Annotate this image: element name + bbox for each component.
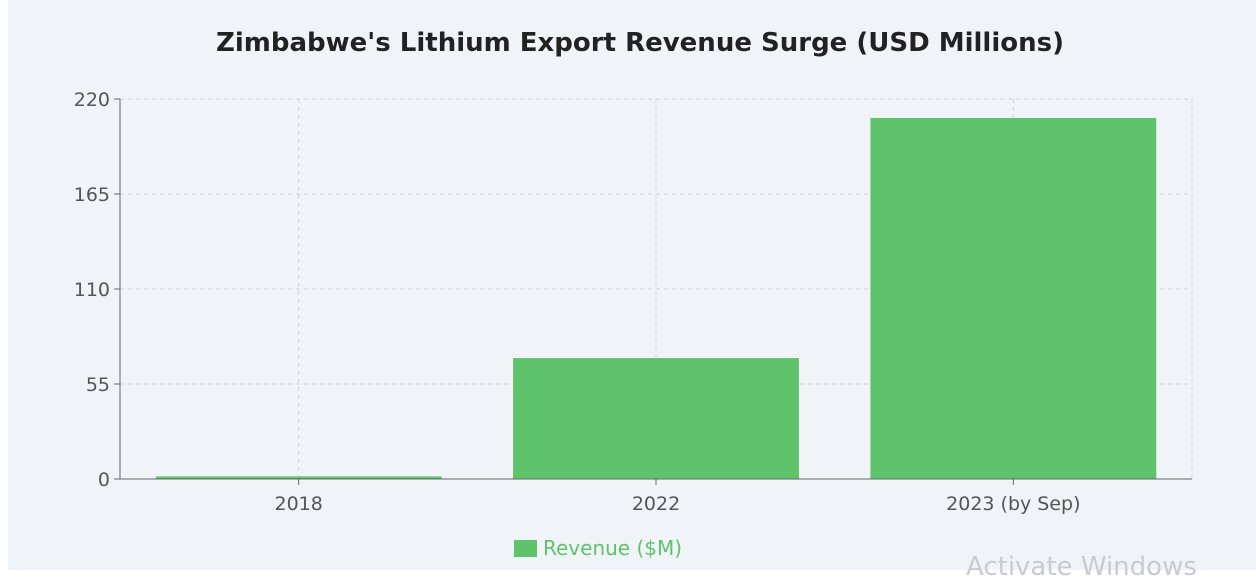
bar-2022[interactable]	[513, 358, 799, 479]
y-tick-label: 0	[98, 469, 110, 491]
activate-windows-watermark: Activate Windows	[966, 552, 1197, 582]
y-tick-label: 55	[86, 374, 110, 396]
x-tick-label: 2018	[274, 493, 322, 515]
legend[interactable]: Revenue ($M)	[514, 536, 682, 560]
chart-plot: 0 55 110 165 220 2018 2022 2023 (by Sep)	[74, 89, 1193, 515]
chart-title: Zimbabwe's Lithium Export Revenue Surge …	[216, 28, 1064, 58]
legend-swatch	[514, 539, 537, 557]
y-tick-label: 220	[74, 89, 110, 111]
x-tick-label: 2023 (by Sep)	[946, 493, 1080, 515]
x-tick-label: 2022	[632, 493, 680, 515]
bar-2018[interactable]	[155, 476, 442, 479]
y-tick-label: 110	[74, 279, 110, 301]
y-tick-label: 165	[74, 184, 110, 206]
bar-2023-by-sep-[interactable]	[870, 118, 1157, 479]
chart-card: Zimbabwe's Lithium Export Revenue Surge …	[8, 0, 1256, 582]
legend-label: Revenue ($M)	[543, 536, 683, 560]
